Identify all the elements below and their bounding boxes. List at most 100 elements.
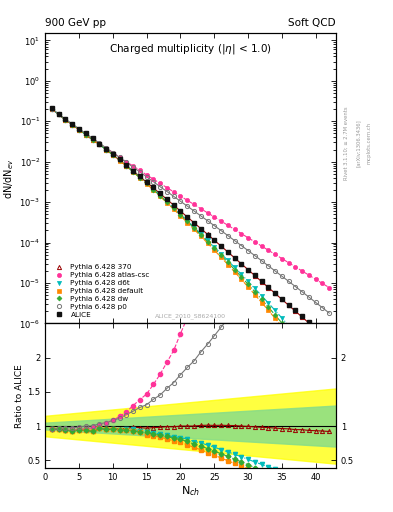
Pythia 6.428 p0 <box>300 289 305 295</box>
Pythia 6.428 default <box>63 117 68 123</box>
Pythia 6.428 dw <box>90 137 95 143</box>
Pythia 6.428 370 <box>320 332 325 338</box>
Pythia 6.428 atlas-csc <box>97 140 102 146</box>
Pythia 6.428 p0 <box>165 188 169 195</box>
Pythia 6.428 dw <box>266 304 271 310</box>
Pythia 6.428 dw <box>239 274 244 280</box>
Pythia 6.428 dw <box>313 361 318 368</box>
X-axis label: N$_{ch}$: N$_{ch}$ <box>181 484 200 498</box>
Pythia 6.428 d6t <box>205 237 210 243</box>
Pythia 6.428 dw <box>158 193 163 199</box>
Pythia 6.428 p0 <box>286 278 291 284</box>
Pythia 6.428 dw <box>50 106 54 112</box>
Pythia 6.428 d6t <box>226 258 230 264</box>
Pythia 6.428 atlas-csc <box>313 276 318 283</box>
Pythia 6.428 370 <box>56 111 61 117</box>
Pythia 6.428 atlas-csc <box>273 251 277 258</box>
Pythia 6.428 370 <box>90 137 95 143</box>
Pythia 6.428 default <box>97 141 102 147</box>
Pythia 6.428 atlas-csc <box>124 159 129 165</box>
Pythia 6.428 d6t <box>144 180 149 186</box>
Pythia 6.428 d6t <box>104 146 108 153</box>
Pythia 6.428 dw <box>83 132 88 138</box>
Pythia 6.428 d6t <box>273 307 277 313</box>
Pythia 6.428 370 <box>313 326 318 332</box>
Pythia 6.428 atlas-csc <box>320 281 325 287</box>
Pythia 6.428 370 <box>50 106 54 112</box>
Pythia 6.428 atlas-csc <box>70 121 75 127</box>
Pythia 6.428 atlas-csc <box>77 126 81 133</box>
Pythia 6.428 dw <box>273 312 277 318</box>
Pythia 6.428 d6t <box>131 168 136 175</box>
Line: Pythia 6.428 p0: Pythia 6.428 p0 <box>50 107 331 315</box>
Pythia 6.428 atlas-csc <box>50 106 54 112</box>
Pythia 6.428 dw <box>293 336 298 343</box>
Pythia 6.428 p0 <box>77 126 81 132</box>
Pythia 6.428 atlas-csc <box>110 150 115 156</box>
Pythia 6.428 default <box>110 152 115 158</box>
Pythia 6.428 atlas-csc <box>232 226 237 232</box>
Line: Pythia 6.428 dw: Pythia 6.428 dw <box>50 108 331 384</box>
Pythia 6.428 default <box>104 146 108 153</box>
Pythia 6.428 370 <box>259 279 264 285</box>
Pythia 6.428 default <box>320 374 325 380</box>
Pythia 6.428 default <box>50 106 54 112</box>
Pythia 6.428 370 <box>273 290 277 296</box>
Pythia 6.428 d6t <box>110 152 115 158</box>
Pythia 6.428 p0 <box>313 300 318 306</box>
Text: [arXiv:1306.3436]: [arXiv:1306.3436] <box>356 119 361 167</box>
Pythia 6.428 default <box>273 315 277 322</box>
Pythia 6.428 d6t <box>138 174 142 180</box>
Pythia 6.428 p0 <box>232 238 237 244</box>
Pythia 6.428 atlas-csc <box>205 210 210 216</box>
Pythia 6.428 370 <box>158 190 163 197</box>
Pythia 6.428 dw <box>185 218 189 224</box>
Pythia 6.428 370 <box>246 267 250 273</box>
Pythia 6.428 370 <box>212 237 217 243</box>
Pythia 6.428 d6t <box>293 330 298 336</box>
Pythia 6.428 dw <box>192 225 196 231</box>
Pythia 6.428 370 <box>232 255 237 261</box>
Pythia 6.428 370 <box>266 285 271 291</box>
Pythia 6.428 dw <box>110 152 115 158</box>
Pythia 6.428 d6t <box>185 218 189 224</box>
Pythia 6.428 d6t <box>117 157 122 163</box>
Pythia 6.428 atlas-csc <box>239 230 244 237</box>
Pythia 6.428 d6t <box>178 211 183 218</box>
Y-axis label: Ratio to ALICE: Ratio to ALICE <box>15 364 24 428</box>
Pythia 6.428 default <box>232 269 237 275</box>
Pythia 6.428 dw <box>131 169 136 175</box>
Pythia 6.428 default <box>239 276 244 283</box>
Pythia 6.428 370 <box>307 320 311 326</box>
Pythia 6.428 p0 <box>198 213 203 219</box>
Pythia 6.428 p0 <box>212 223 217 229</box>
Pythia 6.428 atlas-csc <box>252 239 257 245</box>
Line: Pythia 6.428 370: Pythia 6.428 370 <box>50 107 331 343</box>
Pythia 6.428 dw <box>63 117 68 123</box>
Pythia 6.428 default <box>138 175 142 181</box>
Pythia 6.428 370 <box>104 146 108 153</box>
Pythia 6.428 default <box>313 366 318 372</box>
Pythia 6.428 default <box>279 324 284 330</box>
Pythia 6.428 d6t <box>97 141 102 147</box>
Pythia 6.428 default <box>90 137 95 143</box>
Pythia 6.428 p0 <box>158 184 163 190</box>
Pythia 6.428 p0 <box>83 131 88 137</box>
Pythia 6.428 dw <box>226 259 230 265</box>
Pythia 6.428 370 <box>205 231 210 238</box>
Pythia 6.428 atlas-csc <box>90 136 95 142</box>
Pythia 6.428 d6t <box>219 250 223 257</box>
Pythia 6.428 p0 <box>185 203 189 209</box>
Pythia 6.428 p0 <box>252 252 257 259</box>
Pythia 6.428 default <box>219 254 223 261</box>
Pythia 6.428 dw <box>307 353 311 359</box>
Pythia 6.428 p0 <box>279 273 284 279</box>
Pythia 6.428 d6t <box>252 285 257 291</box>
Pythia 6.428 dw <box>178 212 183 218</box>
Pythia 6.428 d6t <box>327 371 332 377</box>
Line: Pythia 6.428 d6t: Pythia 6.428 d6t <box>50 107 331 376</box>
Pythia 6.428 370 <box>77 126 81 133</box>
Pythia 6.428 atlas-csc <box>117 154 122 160</box>
Pythia 6.428 p0 <box>226 232 230 239</box>
Pythia 6.428 atlas-csc <box>266 247 271 253</box>
